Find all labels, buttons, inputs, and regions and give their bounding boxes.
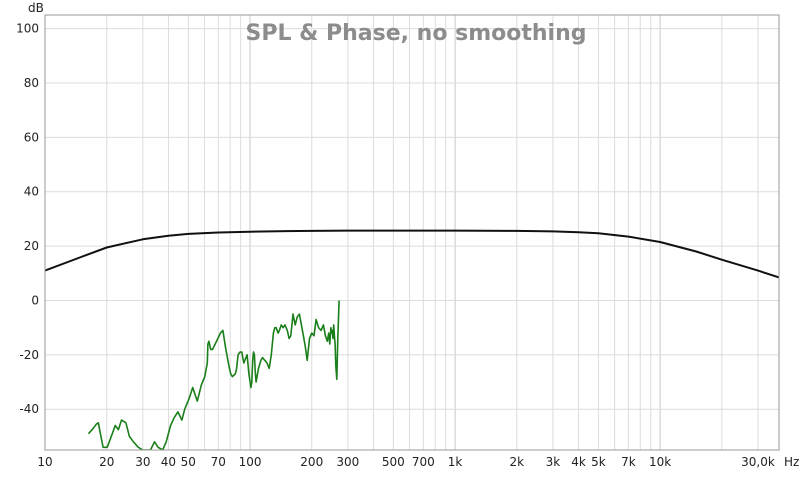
x-axis-unit-label: Hz	[784, 455, 799, 469]
y-axis-unit-label: dB	[28, 1, 44, 15]
chart-title: SPL & Phase, no smoothing	[246, 21, 587, 46]
plot-area	[44, 14, 780, 451]
x-tick-label: 7k	[621, 455, 636, 469]
x-tick-label: 30	[135, 455, 150, 469]
x-tick-label: 100	[239, 455, 262, 469]
x-tick-label: 20	[99, 455, 114, 469]
x-tick-label: 50	[181, 455, 196, 469]
y-tick-label: 40	[24, 185, 39, 199]
y-tick-label: -40	[19, 402, 39, 416]
y-tick-label: 60	[24, 130, 39, 144]
spl-trace	[45, 229, 779, 279]
x-tick-label: 5k	[591, 455, 606, 469]
plot-area	[44, 14, 780, 451]
y-tick-label: 0	[31, 293, 39, 307]
x-tick-label: 3k	[546, 455, 561, 469]
x-tick-label: 700	[412, 455, 435, 469]
series-layer	[45, 229, 779, 450]
y-tick-label: 20	[24, 239, 39, 253]
x-tick-label: 1k	[448, 455, 463, 469]
y-tick-label: -20	[19, 348, 39, 362]
phase-trace	[87, 300, 340, 450]
y-tick-label: 100	[16, 22, 39, 36]
grid-lines	[44, 15, 779, 450]
axis-labels: 10 20 30 40 50 70 100 200 300 500 700 1k 2k 3k 4k 5k 7k 1…	[16, 22, 799, 469]
x-tick-label: 2k	[510, 455, 525, 469]
x-tick-label: 10k	[649, 455, 671, 469]
x-tick-label: 10	[37, 455, 52, 469]
x-tick-label: 300	[336, 455, 359, 469]
x-tick-label: 30,0k	[741, 455, 775, 469]
y-tick-label: 80	[24, 76, 39, 90]
x-tick-label: 40	[161, 455, 176, 469]
x-tick-label: 70	[211, 455, 226, 469]
x-tick-label: 500	[382, 455, 405, 469]
x-tick-label: 4k	[571, 455, 586, 469]
x-tick-label: 200	[300, 455, 323, 469]
